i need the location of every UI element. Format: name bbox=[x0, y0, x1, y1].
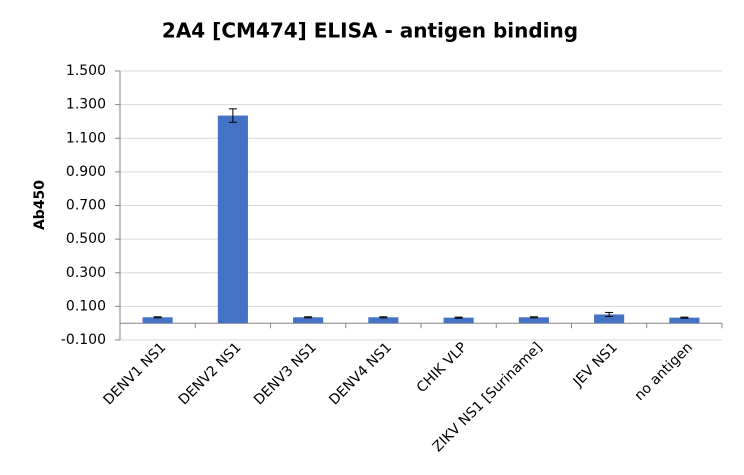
error-bar bbox=[153, 316, 162, 319]
y-tick-label: 1.500 bbox=[66, 63, 106, 79]
y-tick-label: 0.100 bbox=[66, 298, 106, 314]
bar bbox=[368, 317, 399, 324]
y-tick-label: 1.100 bbox=[66, 130, 106, 146]
chart-title: 2A4 [CM474] ELISA - antigen binding bbox=[162, 19, 578, 43]
bar bbox=[594, 314, 625, 324]
bar bbox=[669, 317, 700, 324]
x-tick-label: JEV NS1 bbox=[570, 340, 621, 391]
error-bar bbox=[228, 108, 237, 123]
x-tick-label: DENV2 NS1 bbox=[176, 340, 245, 409]
bar bbox=[293, 317, 324, 324]
x-tick-label: no antigen bbox=[632, 340, 696, 404]
x-tick-label: DENV3 NS1 bbox=[251, 340, 320, 409]
y-axis-label: Ab450 bbox=[32, 180, 48, 230]
error-bar bbox=[379, 316, 388, 319]
bar bbox=[518, 317, 549, 324]
y-tick-label: -0.100 bbox=[61, 332, 106, 348]
bar bbox=[217, 115, 248, 324]
x-tick-label: CHIK VLP bbox=[414, 340, 470, 396]
bar bbox=[443, 317, 474, 324]
bar bbox=[142, 317, 173, 324]
x-tick-label: DENV4 NS1 bbox=[326, 340, 395, 409]
y-tick-label: 0.900 bbox=[66, 164, 106, 180]
x-tick-label: DENV1 NS1 bbox=[100, 340, 169, 409]
y-tick-label: 0.500 bbox=[66, 231, 106, 247]
y-tick-label: 0.300 bbox=[66, 265, 106, 281]
error-bar bbox=[680, 316, 689, 319]
y-tick-label: 1.300 bbox=[66, 97, 106, 113]
error-bar bbox=[454, 316, 463, 319]
y-tick-label: 0.700 bbox=[66, 198, 106, 214]
error-bar bbox=[605, 311, 614, 317]
error-bar bbox=[304, 316, 313, 319]
error-bar bbox=[529, 316, 538, 319]
